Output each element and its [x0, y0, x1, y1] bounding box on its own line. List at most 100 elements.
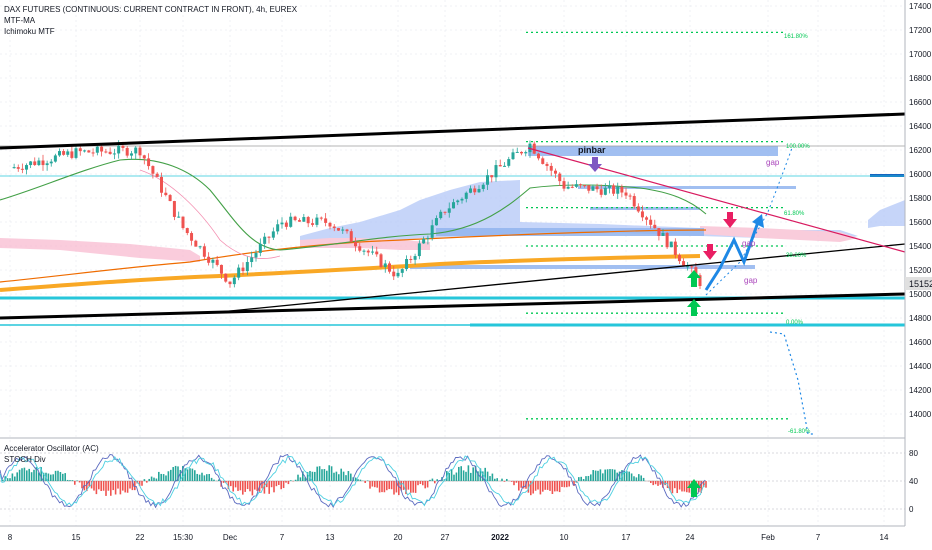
oscillator-bar	[232, 481, 234, 492]
candle-body	[345, 229, 349, 232]
oscillator-bar	[357, 479, 359, 481]
oscillator-bar	[563, 481, 566, 488]
candle-body	[392, 271, 396, 277]
indicator-mtf-ma[interactable]: MTF-MA	[4, 16, 36, 25]
oscillator-bar	[2, 479, 4, 481]
candle-body	[396, 272, 400, 277]
oscillator-subtitle[interactable]: STOCH Div	[4, 455, 46, 464]
oscillator-bar	[366, 480, 369, 481]
oscillator-bar	[107, 481, 110, 491]
oscillator-bar	[398, 481, 400, 496]
oscillator-bar	[280, 481, 282, 490]
oscillator-bar	[578, 477, 580, 481]
oscillator-bar	[431, 478, 434, 481]
oscillator-bar	[522, 481, 525, 489]
oscillator-bar	[580, 476, 582, 481]
candle-body	[541, 158, 545, 164]
oscillator-bar	[28, 468, 30, 481]
candle-body	[237, 267, 241, 278]
time-axis[interactable]: 8 15 22 15:30 Dec 7 13 20 27 2022 10 17 24 Feb 7 14	[0, 525, 905, 542]
time-tick-label: 17	[622, 533, 631, 542]
candle-body	[460, 198, 464, 201]
oscillator-tick-label: 40	[909, 477, 918, 486]
fib-label-1618: 161.80%	[784, 34, 808, 40]
candle-body	[91, 152, 95, 154]
oscillator-bar	[626, 471, 628, 481]
oscillator-bar	[328, 465, 330, 481]
oscillator-bar	[534, 481, 537, 491]
oscillator-bar	[654, 481, 657, 485]
oscillator-bar	[496, 478, 498, 481]
candle-body	[293, 216, 297, 221]
fib-label-382: 38.20%	[786, 253, 807, 259]
candle-body	[224, 273, 228, 282]
oscillator-title[interactable]: Accelerator Oscillator (AC)	[4, 444, 99, 453]
oscillator-bar	[453, 474, 455, 481]
candle-body	[134, 147, 138, 154]
oscillator-bar	[477, 471, 479, 481]
candle-body	[486, 175, 489, 185]
gap-label-low: gap	[744, 276, 758, 285]
candle-body	[202, 246, 206, 257]
oscillator-bar	[602, 473, 604, 481]
oscillator-bar	[592, 470, 594, 481]
price-tick-label: 17200	[909, 26, 932, 35]
candle-body	[665, 233, 669, 248]
oscillator-bar	[585, 476, 587, 481]
indicator-ichimoku[interactable]: Ichimoku MTF	[4, 27, 55, 36]
price-tick-label: 17400	[909, 2, 932, 11]
price-tick-label: 16000	[909, 170, 932, 179]
candle-body	[636, 206, 640, 212]
candle-body	[632, 196, 636, 207]
oscillator-bar	[657, 481, 659, 486]
candle-body	[657, 228, 661, 236]
candle-body	[254, 252, 258, 258]
oscillator-bar	[326, 470, 328, 481]
price-tick-label: 16200	[909, 146, 932, 155]
price-axis[interactable]: 17400 17200 17000 16800 16600 16400 16200 16000…	[904, 0, 932, 526]
oscillator-bar	[158, 471, 160, 481]
oscillator-bar	[530, 481, 532, 496]
oscillator-bar	[561, 481, 563, 487]
oscillator-bar	[285, 481, 287, 483]
oscillator-bar	[208, 473, 210, 481]
oscillator-bar	[297, 474, 299, 481]
oscillator-bar	[35, 467, 38, 481]
oscillator-bar	[309, 470, 311, 481]
oscillator-bar	[474, 465, 477, 481]
candle-body	[579, 184, 583, 186]
candle-body	[570, 186, 574, 188]
oscillator-bar	[126, 481, 129, 493]
candle-body	[413, 256, 417, 260]
candle-body	[83, 150, 87, 152]
oscillator-bar	[275, 481, 278, 487]
oscillator-bar	[117, 481, 119, 489]
candle-body	[160, 176, 163, 193]
oscillator-bar	[386, 481, 388, 491]
oscillator-bar	[458, 466, 460, 481]
oscillator-bar	[78, 481, 81, 483]
oscillator-bar	[590, 474, 592, 481]
oscillator-bar	[246, 481, 249, 490]
oscillator-bar	[129, 481, 131, 489]
oscillator-bar	[16, 472, 18, 481]
oscillator-bar	[546, 481, 549, 490]
oscillator-bar	[662, 481, 664, 488]
time-tick-label: 14	[880, 533, 889, 542]
candle-body	[653, 224, 657, 229]
oscillator-bar	[410, 481, 412, 493]
oscillator-bar	[462, 470, 465, 481]
oscillator-bar	[640, 475, 642, 481]
time-tick-label: 24	[686, 533, 695, 542]
time-tick-label: 15	[72, 533, 81, 542]
oscillator-bar	[100, 481, 102, 492]
ichimoku-cloud	[0, 180, 905, 262]
oscillator-bar	[282, 481, 285, 489]
candle-body	[481, 184, 485, 189]
oscillator-bar	[405, 481, 407, 495]
oscillator-bar	[614, 469, 616, 481]
oscillator-bar	[494, 478, 496, 481]
candle-body	[628, 195, 632, 197]
oscillator-bar	[527, 481, 530, 493]
